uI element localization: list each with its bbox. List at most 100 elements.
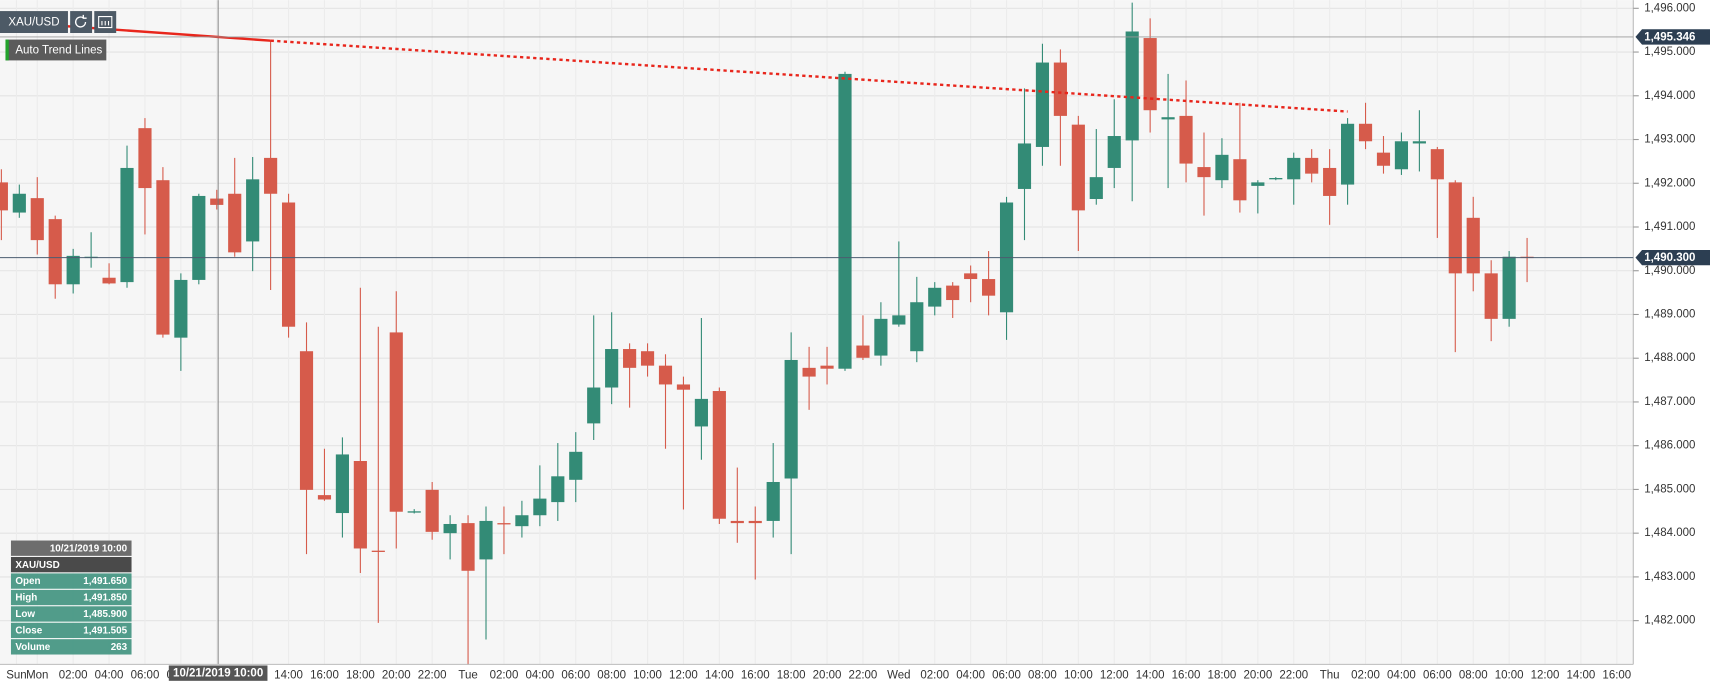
- info-panel: 10/21/2019 10:00 XAU/USD Open 1,491.650 Hi…: [10, 540, 132, 655]
- candle-body: [1017, 143, 1032, 189]
- y-tick-label: 1,482.000: [1644, 615, 1695, 627]
- candle-body: [1448, 182, 1462, 274]
- x-tick-label: 14:00: [274, 669, 303, 681]
- candle-body: [1089, 177, 1103, 200]
- candle-body: [371, 550, 385, 552]
- candle-body: [676, 384, 691, 390]
- candle-body: [712, 391, 726, 519]
- candle-body: [1197, 167, 1211, 178]
- candle-body: [640, 351, 655, 366]
- info-row-value: 1,485.900: [83, 609, 127, 620]
- x-tick-label: 22:00: [1279, 669, 1308, 681]
- candle-body: [299, 351, 314, 490]
- x-tick-label: 02:00: [490, 669, 519, 681]
- candle-body: [353, 460, 367, 549]
- candle-body: [946, 285, 960, 301]
- y-tick-label: 1,486.000: [1644, 440, 1695, 452]
- x-tick-label: 22:00: [849, 669, 878, 681]
- candle-body: [1341, 123, 1355, 185]
- candle-body: [964, 273, 978, 280]
- info-row-label: Volume: [15, 642, 50, 653]
- candle-body: [389, 332, 403, 512]
- candle-body: [982, 279, 996, 296]
- candle-body: [281, 202, 296, 327]
- candle-body: [658, 365, 673, 385]
- x-tick-label: Mon: [26, 669, 48, 681]
- candle-body: [0, 182, 8, 211]
- x-tick-label: 16:00: [310, 669, 339, 681]
- candle-body: [210, 198, 224, 205]
- x-tick-label: 08:00: [1028, 669, 1057, 681]
- candle-body: [605, 349, 619, 388]
- x-tick-label: Thu: [1320, 669, 1340, 681]
- candle-body: [479, 520, 493, 560]
- candle-body: [497, 523, 511, 525]
- candle-body: [748, 520, 762, 524]
- y-tick-label: 1,483.000: [1644, 571, 1695, 583]
- settings-icon: [98, 16, 113, 29]
- candle-body: [533, 498, 547, 516]
- x-tick-label: 14:00: [1136, 669, 1165, 681]
- candle-body: [515, 515, 529, 527]
- candle-body: [551, 476, 565, 503]
- candle-body: [874, 318, 888, 356]
- candle-body: [407, 511, 421, 513]
- x-tick-label: 12:00: [1531, 669, 1560, 681]
- info-row-box: [10, 639, 132, 655]
- candle-body: [784, 359, 798, 479]
- trend-line-dotted: [270, 39, 1348, 113]
- info-symbol: XAU/USD: [15, 560, 59, 571]
- refresh-icon: [74, 14, 87, 28]
- candle-body: [1502, 256, 1516, 319]
- candle-body: [1412, 141, 1426, 144]
- trend-lines-label: Auto Trend Lines: [15, 45, 102, 57]
- x-tick-label: 08:00: [597, 669, 626, 681]
- candle-body: [335, 454, 349, 514]
- candle-body: [892, 315, 906, 325]
- y-tick-label: 1,492.000: [1644, 177, 1695, 189]
- x-tick-label: 16:00: [1172, 669, 1201, 681]
- candle-body: [228, 193, 242, 253]
- x-tick-label: 06:00: [992, 669, 1021, 681]
- candle-body: [820, 365, 834, 369]
- info-row-box: [10, 606, 132, 622]
- trend-lines-button[interactable]: [5, 39, 107, 61]
- x-tick-label: 20:00: [382, 669, 411, 681]
- candle-body: [1323, 167, 1337, 196]
- price-label: 1,490.300: [1644, 252, 1695, 264]
- candle-body: [856, 345, 870, 358]
- candle-body: [48, 219, 62, 285]
- x-tick-label: 02:00: [920, 669, 949, 681]
- candle-body: [569, 451, 583, 480]
- y-tick-label: 1,489.000: [1644, 309, 1695, 321]
- candle-body: [1305, 157, 1319, 174]
- candle-body: [30, 198, 44, 241]
- candle-body: [317, 495, 332, 500]
- x-tick-label: 06:00: [561, 669, 590, 681]
- candle-body: [802, 367, 816, 377]
- price-axis-background: [1633, 0, 1710, 693]
- info-row-box: [10, 573, 132, 589]
- candle-body: [1466, 217, 1480, 274]
- y-tick-label: 1,496.000: [1644, 2, 1695, 14]
- price-label-box: [1635, 29, 1710, 45]
- x-tick-label: 16:00: [1602, 669, 1631, 681]
- candle-body: [1035, 62, 1050, 147]
- candle-body: [66, 255, 80, 285]
- candle-body: [246, 179, 260, 242]
- candle-body: [192, 195, 206, 280]
- candle-body: [102, 277, 116, 284]
- candle-body: [174, 279, 188, 338]
- candle-body: [1179, 115, 1193, 164]
- y-tick-label: 1,488.000: [1644, 352, 1695, 364]
- candle-body: [443, 523, 457, 534]
- info-date: 10/21/2019 10:00: [50, 543, 128, 554]
- symbol-button[interactable]: [0, 11, 68, 33]
- info-row-value: 1,491.505: [83, 626, 127, 637]
- crosshair-label-box: [168, 665, 268, 681]
- candle-body: [1394, 141, 1409, 170]
- refresh-button[interactable]: [70, 11, 93, 33]
- y-tick-label: 1,487.000: [1644, 396, 1695, 408]
- candle-body: [910, 302, 924, 352]
